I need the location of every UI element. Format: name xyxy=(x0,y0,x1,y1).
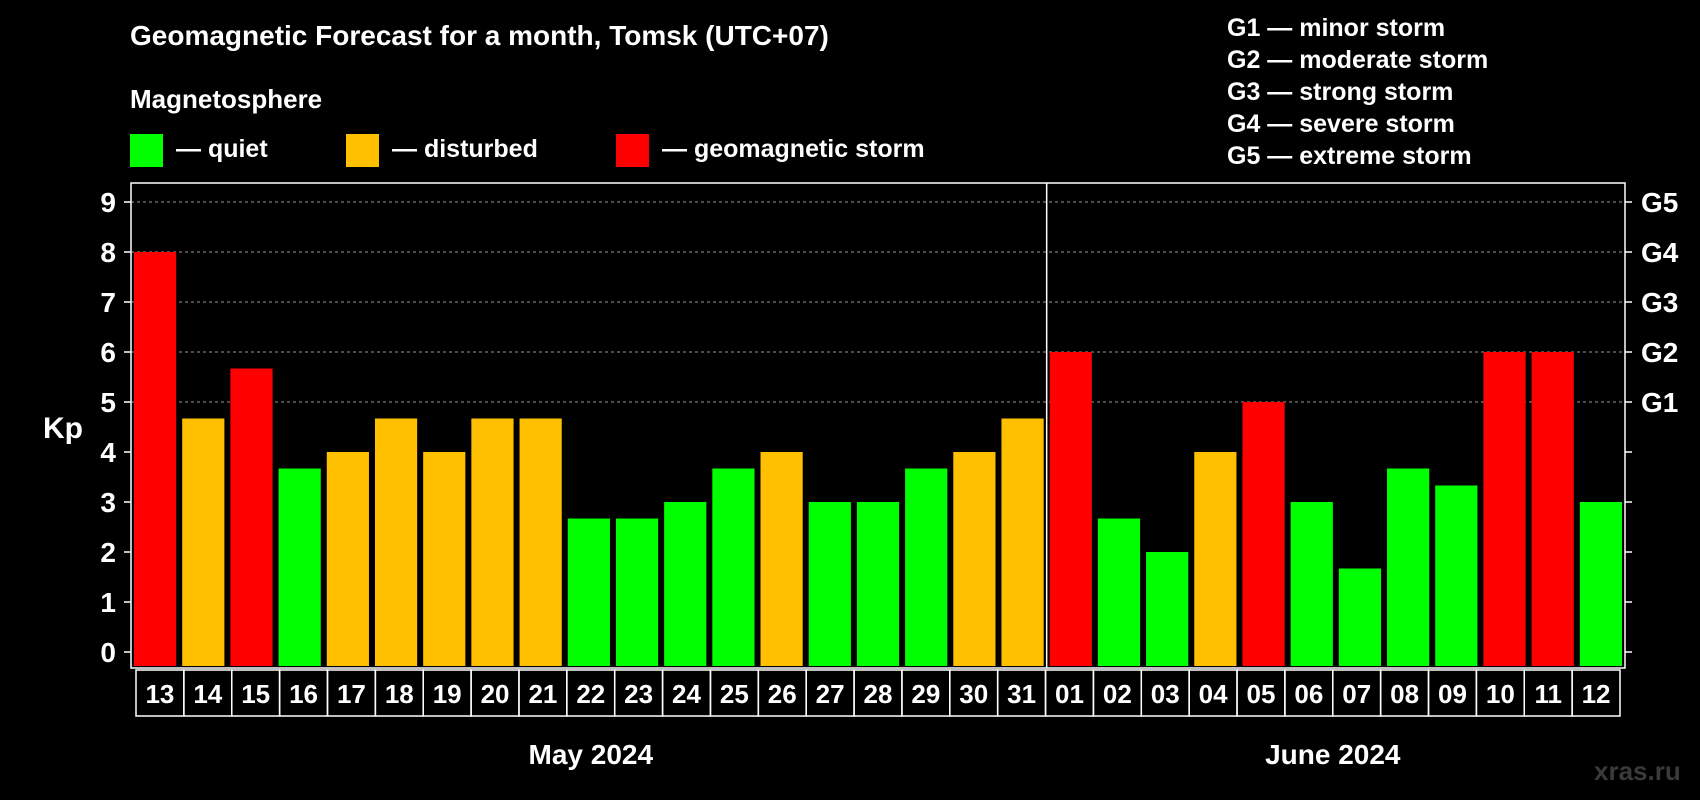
y-tick-label: 7 xyxy=(100,287,116,318)
g-axis-label: G1 xyxy=(1641,387,1678,418)
kp-bar-quiet xyxy=(1097,518,1141,666)
date-label: 09 xyxy=(1438,679,1467,709)
date-label: 23 xyxy=(624,679,653,709)
kp-bar-quiet xyxy=(1146,552,1189,666)
g-axis-label: G3 xyxy=(1641,287,1678,318)
legend-swatch-disturbed xyxy=(346,134,379,167)
date-label: 16 xyxy=(289,679,318,709)
date-label: 25 xyxy=(720,679,749,709)
kp-bar-storm xyxy=(1531,352,1574,666)
date-label: 01 xyxy=(1055,679,1084,709)
kp-bar-quiet xyxy=(664,502,707,666)
kp-bar-quiet xyxy=(1387,468,1430,666)
g-level-legend: G1 — minor storm G2 — moderate storm G3 … xyxy=(1227,12,1488,172)
y-tick-label: 8 xyxy=(100,237,116,268)
y-tick-label: 5 xyxy=(100,387,116,418)
date-label: 07 xyxy=(1342,679,1371,709)
kp-bar-quiet xyxy=(615,518,659,666)
plot-frame xyxy=(130,182,1626,669)
kp-bar-disturbed xyxy=(519,418,562,666)
kp-bar-disturbed xyxy=(471,418,514,666)
date-label: 21 xyxy=(528,679,557,709)
date-cell xyxy=(1571,669,1621,717)
date-label: 08 xyxy=(1390,679,1419,709)
kp-bar-storm xyxy=(230,368,273,666)
y-tick-label: 9 xyxy=(100,187,116,218)
legend-swatch-storm xyxy=(616,134,649,167)
kp-bar-disturbed xyxy=(760,452,803,666)
kp-bar-disturbed xyxy=(953,452,996,666)
y-tick-label: 0 xyxy=(100,637,116,668)
chart-title: Geomagnetic Forecast for a month, Tomsk … xyxy=(130,20,829,51)
date-label: 11 xyxy=(1534,679,1562,709)
month-label: June 2024 xyxy=(1265,739,1401,770)
date-label: 02 xyxy=(1103,679,1132,709)
legend-swatch-quiet xyxy=(130,134,163,167)
kp-bar-quiet xyxy=(905,468,948,666)
g-level-g2: G2 — moderate storm xyxy=(1227,46,1489,74)
g-level-g3: G3 — strong storm xyxy=(1227,78,1454,106)
g-axis-label: G2 xyxy=(1641,337,1678,368)
date-label: 15 xyxy=(241,679,270,709)
legend-heading: Magnetosphere xyxy=(130,84,323,114)
date-label: 17 xyxy=(337,679,366,709)
kp-bar-quiet xyxy=(567,518,610,666)
kp-bar-storm xyxy=(134,252,177,666)
kp-bar-quiet xyxy=(1579,502,1622,666)
kp-bar-quiet xyxy=(1435,485,1478,666)
kp-bar-disturbed xyxy=(423,452,466,666)
date-label: 06 xyxy=(1294,679,1323,709)
kp-bar-disturbed xyxy=(182,418,225,666)
date-label: 03 xyxy=(1151,679,1180,709)
date-label: 10 xyxy=(1486,679,1515,709)
date-label: 29 xyxy=(911,679,940,709)
g-level-g1: G1 — minor storm xyxy=(1227,14,1446,42)
date-label: 27 xyxy=(816,679,845,709)
kp-bar-quiet xyxy=(712,468,755,666)
g-axis-label: G4 xyxy=(1641,237,1679,268)
date-label: 13 xyxy=(145,679,174,709)
y-tick-label: 1 xyxy=(100,587,116,618)
kp-bar-quiet xyxy=(856,502,900,666)
date-label: 26 xyxy=(768,679,797,709)
y-tick-label: 2 xyxy=(100,537,116,568)
kp-bar-storm xyxy=(1483,352,1526,666)
kp-bar-disturbed xyxy=(1194,452,1237,666)
kp-bar-storm xyxy=(1242,402,1285,666)
date-label: 30 xyxy=(959,679,988,709)
month-label: May 2024 xyxy=(529,739,654,770)
kp-bar-storm xyxy=(1049,352,1092,666)
date-label: 19 xyxy=(433,679,462,709)
legend-label-quiet: — quiet xyxy=(176,135,268,163)
y-tick-label: 3 xyxy=(100,487,116,518)
kp-bar-disturbed xyxy=(326,452,369,666)
kp-bar-quiet xyxy=(808,502,851,666)
legend-label-storm: — geomagnetic storm xyxy=(662,135,925,163)
legend-label-disturbed: — disturbed xyxy=(392,135,538,163)
kp-bar-quiet xyxy=(1290,502,1333,666)
y-tick-label: 6 xyxy=(100,337,116,368)
date-label: 20 xyxy=(481,679,510,709)
date-label: 22 xyxy=(576,679,605,709)
date-label: 05 xyxy=(1247,679,1276,709)
date-label: 04 xyxy=(1199,679,1228,709)
date-label: 18 xyxy=(385,679,414,709)
y-tick-label: 4 xyxy=(100,437,116,468)
g-level-g4: G4 — severe storm xyxy=(1227,110,1455,138)
kp-bar-quiet xyxy=(1338,568,1382,666)
date-label: 28 xyxy=(864,679,893,709)
watermark: xras.ru xyxy=(1594,756,1681,786)
y-axis-title: Kp xyxy=(43,412,83,445)
kp-bar-quiet xyxy=(278,468,321,666)
date-label: 12 xyxy=(1582,679,1611,709)
date-label: 14 xyxy=(193,679,222,709)
kp-bar-disturbed xyxy=(374,418,418,666)
date-label: 31 xyxy=(1007,679,1036,709)
date-label: 24 xyxy=(672,679,701,709)
kp-bar-disturbed xyxy=(1001,418,1044,666)
g-axis-label: G5 xyxy=(1641,187,1678,218)
g-level-g5: G5 — extreme storm xyxy=(1227,142,1472,170)
